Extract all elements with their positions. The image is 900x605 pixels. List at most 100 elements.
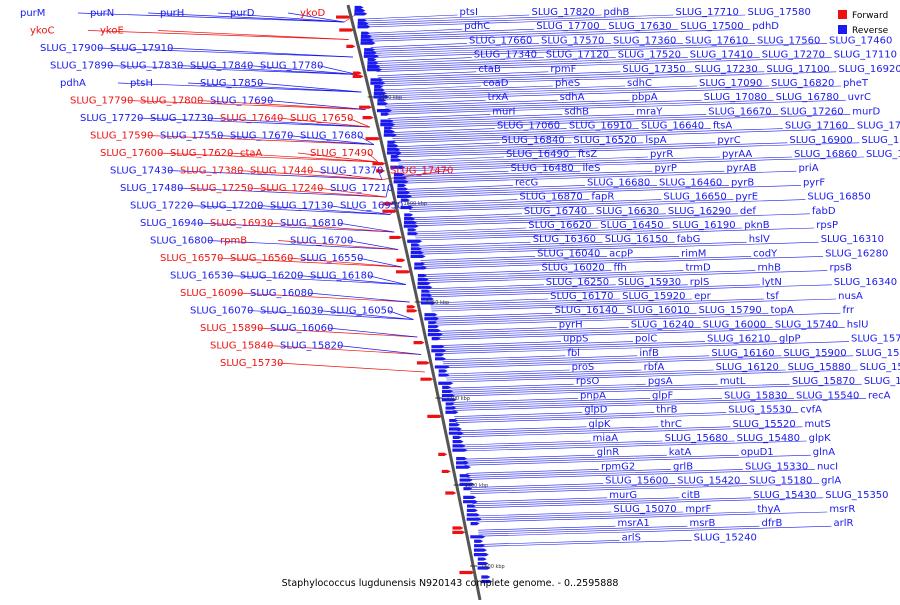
reverse-gene-arrow	[445, 402, 455, 406]
gene-label: SLUG_16530	[170, 271, 233, 282]
gene-label: SLUG_16520	[573, 135, 636, 146]
leader-line	[257, 82, 362, 93]
legend-forward-swatch	[838, 10, 847, 19]
gene-label: SLUG_16570	[160, 253, 223, 264]
leader-line	[446, 369, 858, 383]
gene-label: SLUG_15350	[825, 490, 888, 501]
reverse-gene-arrow	[397, 191, 411, 195]
gene-label: msrA1	[617, 518, 649, 529]
leader-line	[424, 270, 756, 281]
gene-label: SLUG_16340	[834, 277, 897, 288]
reverse-gene-arrow	[438, 369, 448, 373]
gene-label: SLUG_17570	[541, 35, 604, 46]
gene-label: glpD	[584, 405, 607, 416]
reverse-gene-arrow	[428, 321, 438, 325]
gene-label: tsf	[766, 291, 779, 302]
gene-label: SLUG_16460	[659, 177, 722, 188]
leader-line	[445, 369, 642, 377]
leader-line	[372, 43, 684, 54]
gene-label: rpmB	[220, 236, 247, 247]
gene-label: SLUG_15740	[775, 319, 838, 330]
reverse-gene-arrow	[481, 575, 491, 579]
reverse-gene-arrow	[383, 133, 397, 137]
gene-label: SLUG_17560	[757, 35, 820, 46]
leader-line	[368, 28, 607, 38]
gene-label: katA	[669, 447, 692, 458]
gene-label: SLUG_15730	[220, 358, 283, 369]
forward-gene-arrow	[389, 235, 403, 240]
leader-line	[394, 142, 500, 148]
gene-label: dfrB	[761, 518, 782, 529]
leader-line	[451, 398, 579, 403]
gene-label: murG	[609, 490, 637, 501]
gene-label: SLUG_16910	[569, 121, 632, 132]
leader-line	[395, 142, 644, 152]
leader-line	[454, 412, 583, 417]
leader-line	[480, 540, 620, 545]
genome-backbone-arc	[346, 4, 482, 601]
reverse-gene-arrow	[374, 85, 384, 89]
leader-line	[287, 12, 345, 23]
gene-label: SLUG_17100	[766, 64, 829, 75]
gene-label: SLUG_17790	[70, 96, 133, 107]
leader-line	[137, 117, 370, 128]
leader-line	[449, 383, 718, 393]
forward-gene-arrow	[352, 71, 362, 75]
reverse-gene-arrow	[445, 406, 457, 410]
gene-label: SLUG_17630	[608, 21, 671, 32]
reverse-gene-arrow	[417, 281, 431, 286]
gene-label: SLUG_17370	[320, 166, 383, 177]
reverse-gene-arrow	[393, 176, 407, 180]
gene-label: pdhC	[464, 21, 490, 32]
gene-label: rpsP	[816, 220, 838, 231]
leader-line	[227, 152, 379, 163]
leader-line	[117, 82, 362, 93]
leader-line	[373, 43, 828, 58]
gene-label: SLUG_17260	[780, 106, 843, 117]
reverse-gene-arrow	[364, 48, 376, 52]
gene-label: SLUG_17800	[140, 96, 203, 107]
leader-line	[428, 284, 832, 298]
gene-label: SLUG_16150	[605, 234, 668, 245]
gene-label: SLUG_16770	[861, 135, 900, 146]
leader-line	[386, 99, 774, 113]
gene-label: SLUG_15540	[796, 390, 859, 401]
gene-label: SLUG_15420	[677, 476, 740, 487]
gene-label: SLUG_16160	[711, 348, 774, 359]
leader-line	[382, 85, 770, 99]
leader-line	[446, 369, 714, 379]
reverse-gene-arrow	[421, 297, 435, 301]
forward-gene-arrow	[416, 361, 430, 365]
leader-line	[384, 99, 558, 107]
leader-line	[461, 440, 735, 450]
gene-label: uppS	[563, 334, 588, 345]
gene-label: SLUG_16630	[596, 206, 659, 217]
gene-label: pyrAB	[726, 163, 756, 174]
leader-line	[368, 28, 679, 40]
gene-label: SLUG_17730	[150, 113, 213, 124]
gene-label: msrB	[689, 518, 715, 529]
leader-line	[449, 383, 790, 395]
gene-label: hslV	[749, 234, 770, 245]
leader-line	[450, 383, 862, 397]
reverse-gene-arrow	[474, 539, 484, 543]
gene-label: murI	[492, 106, 515, 117]
reverse-gene-arrow	[397, 187, 409, 191]
reverse-gene-arrow	[367, 68, 383, 72]
gene-label: pyrF	[803, 177, 825, 188]
reverse-gene-arrow	[459, 482, 475, 486]
gene-label: SLUG_15600	[605, 476, 668, 487]
leader-line	[377, 71, 477, 77]
leader-line	[277, 117, 370, 128]
leader-line	[406, 185, 801, 198]
leader-line	[437, 327, 845, 340]
leader-line	[466, 469, 671, 476]
gene-label: rplS	[690, 277, 710, 288]
forward-gene-arrow	[372, 162, 386, 166]
gene-label: SLUG_16030	[260, 306, 323, 317]
gene-label: pyrAA	[722, 149, 752, 160]
gene-label: SLUG_17550	[160, 131, 223, 142]
reverse-gene-arrow	[357, 18, 367, 22]
leader-line	[415, 227, 815, 241]
reverse-gene-arrow	[452, 440, 464, 444]
